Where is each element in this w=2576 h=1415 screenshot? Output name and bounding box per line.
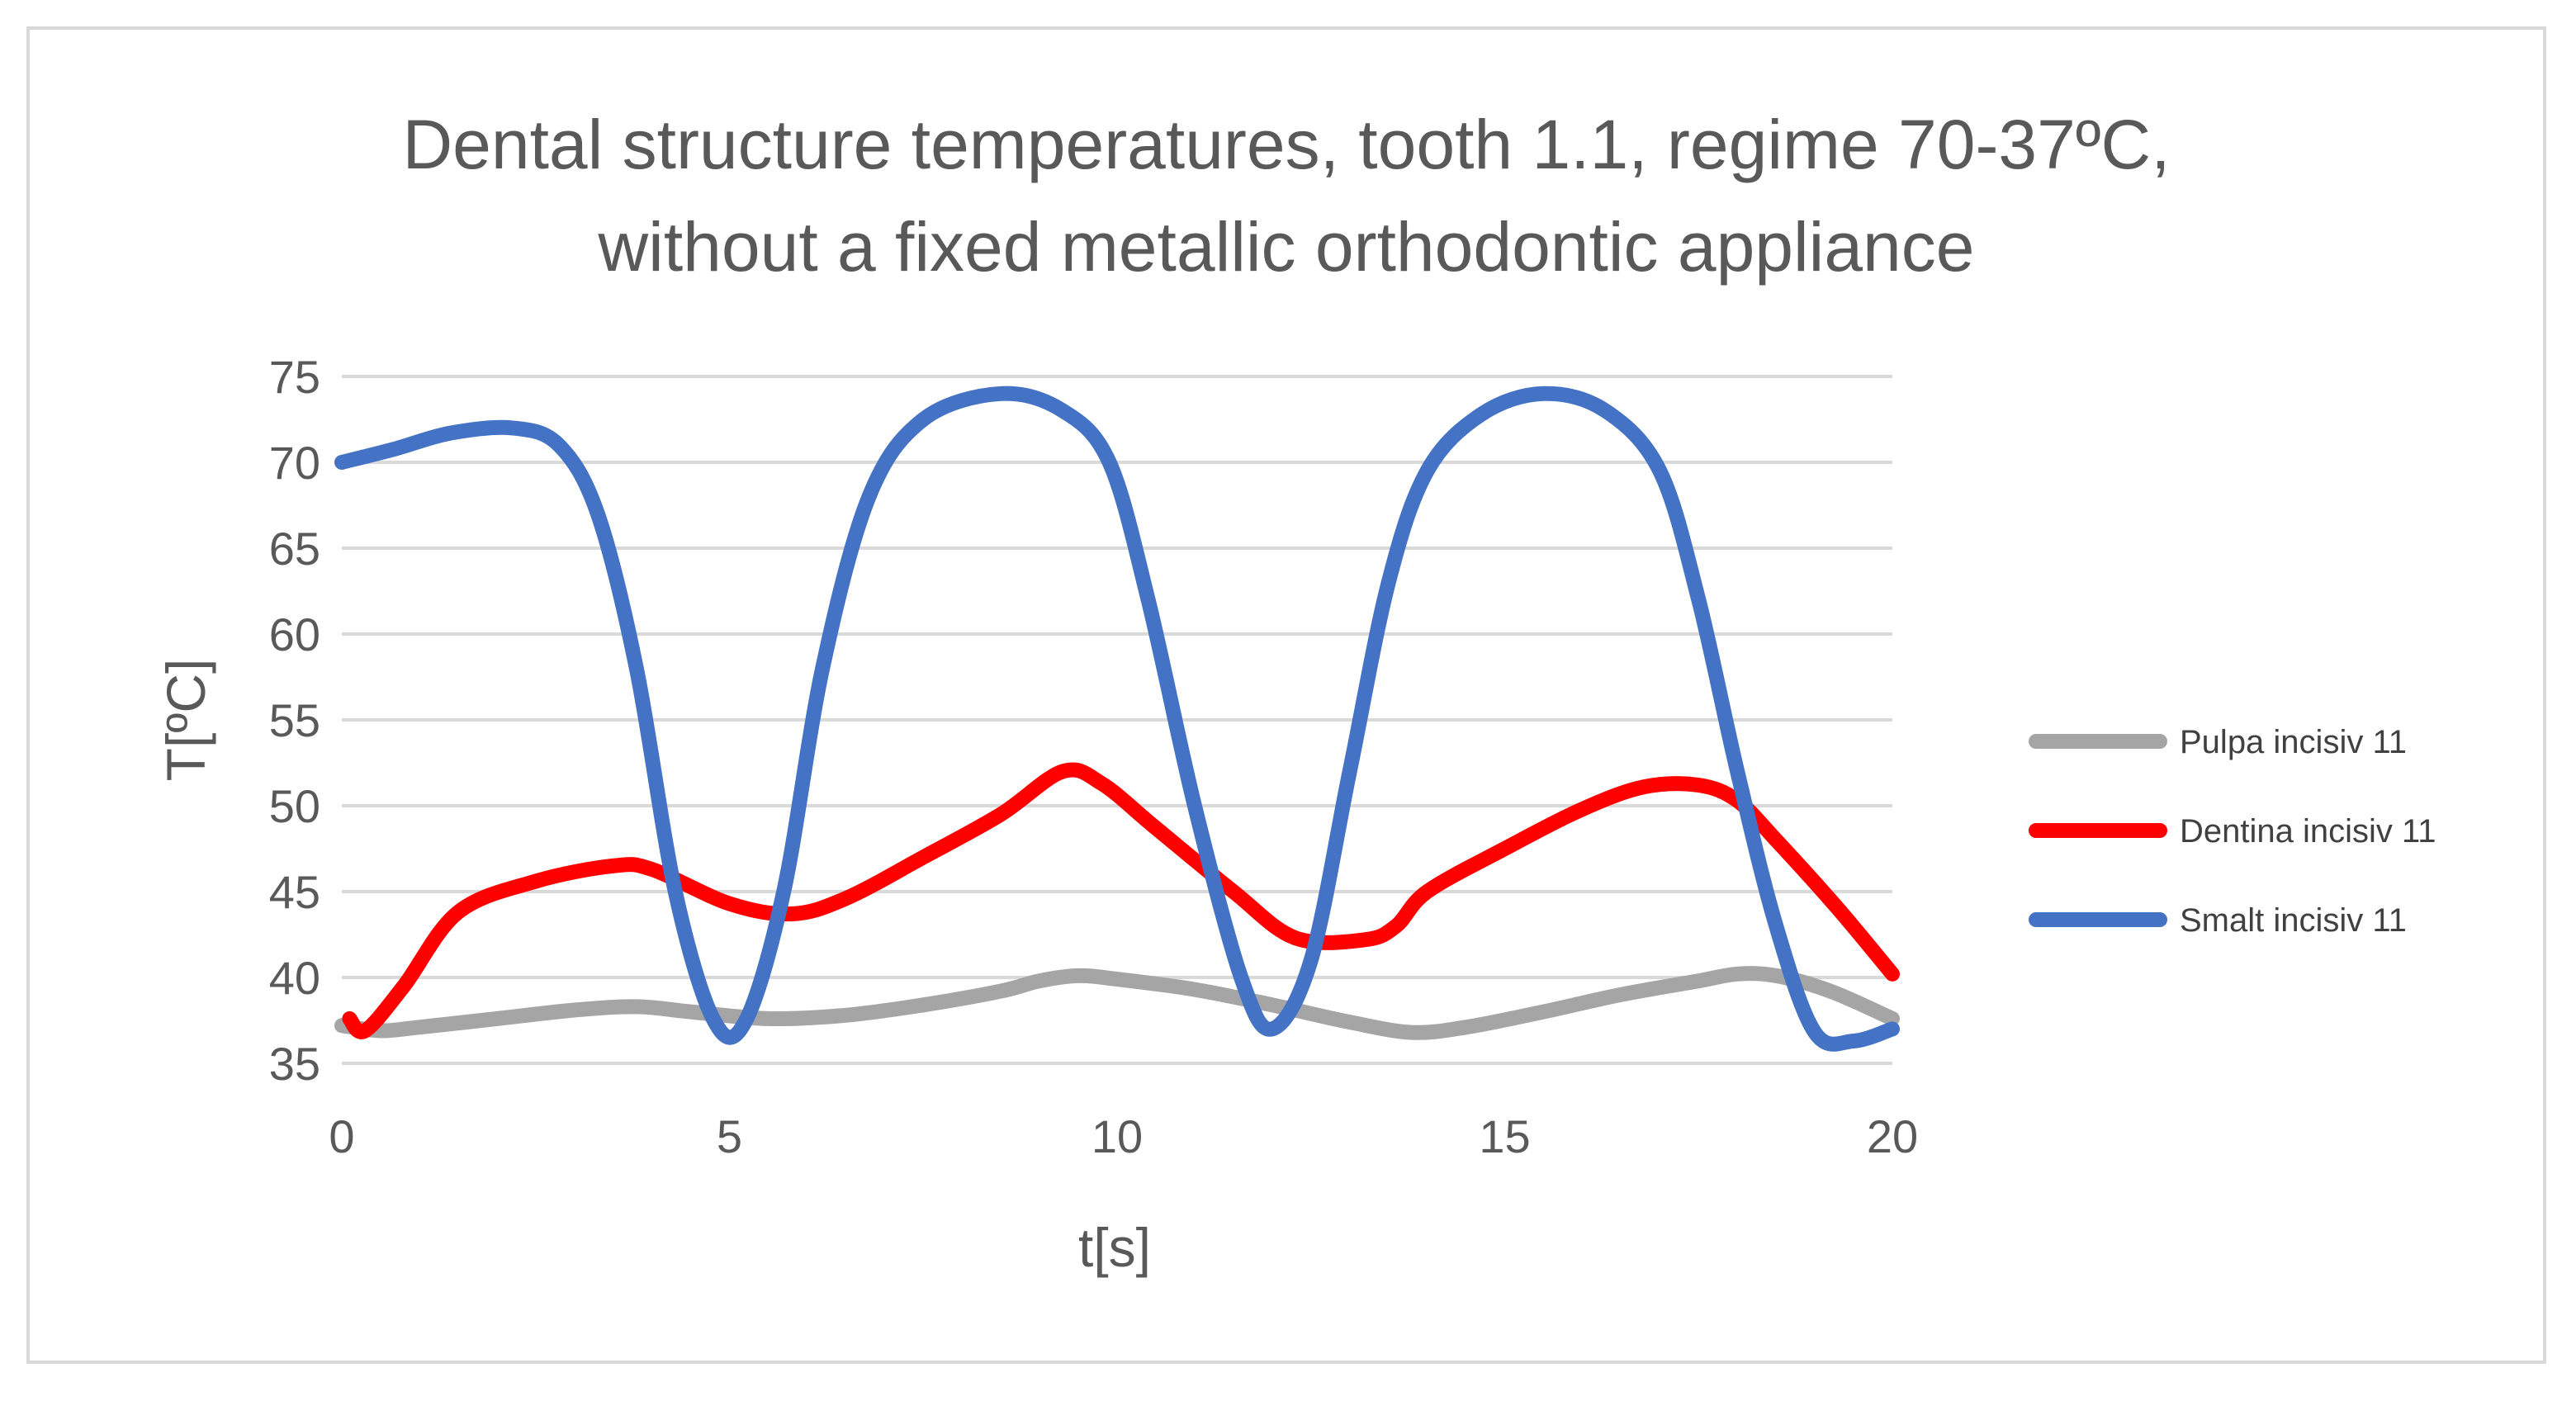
gridlines [342,375,1892,1065]
y-tick-label: 75 [269,351,320,403]
y-tick-label: 65 [269,523,320,575]
legend-label-dentina: Dentina incisiv 11 [2180,813,2436,849]
chart-area: Dental structure temperatures, tooth 1.1… [26,26,2546,1364]
legend-label-pulpa: Pulpa incisiv 11 [2180,724,2407,760]
x-tick-label: 20 [1867,1110,1918,1162]
series-lines [334,386,1900,1052]
x-tick-label: 5 [717,1110,742,1162]
y-tick-label: 40 [269,952,320,1004]
legend-label-smalt: Smalt incisiv 11 [2180,902,2407,939]
chart-title-line-1: Dental structure temperatures, tooth 1.1… [402,106,2170,183]
y-tick-label: 55 [269,694,320,746]
chart-title-line-2: without a fixed metallic orthodontic app… [598,208,1975,286]
y-axis-ticks: 35 40 45 50 55 60 65 70 75 [269,351,320,1090]
line-chart: Dental structure temperatures, tooth 1.1… [155,106,2436,1278]
x-tick-label: 0 [329,1110,354,1162]
series-line-dentina [342,762,1900,1039]
x-axis-ticks: 0 5 10 15 20 [329,1110,1918,1162]
y-tick-label: 35 [269,1038,320,1090]
x-tick-label: 10 [1091,1110,1143,1162]
y-tick-label: 70 [269,437,320,489]
y-tick-label: 60 [269,608,320,660]
x-tick-label: 15 [1479,1110,1530,1162]
series-line-pulpa [334,966,1900,1040]
series-line-smalt [334,386,1900,1052]
y-tick-label: 45 [269,866,320,918]
y-axis-title: T[ºC] [155,659,216,782]
y-tick-label: 50 [269,780,320,832]
x-axis-title: t[s] [1078,1217,1151,1278]
legend: Pulpa incisiv 11 Dentina incisiv 11 Smalt … [2029,724,2436,939]
